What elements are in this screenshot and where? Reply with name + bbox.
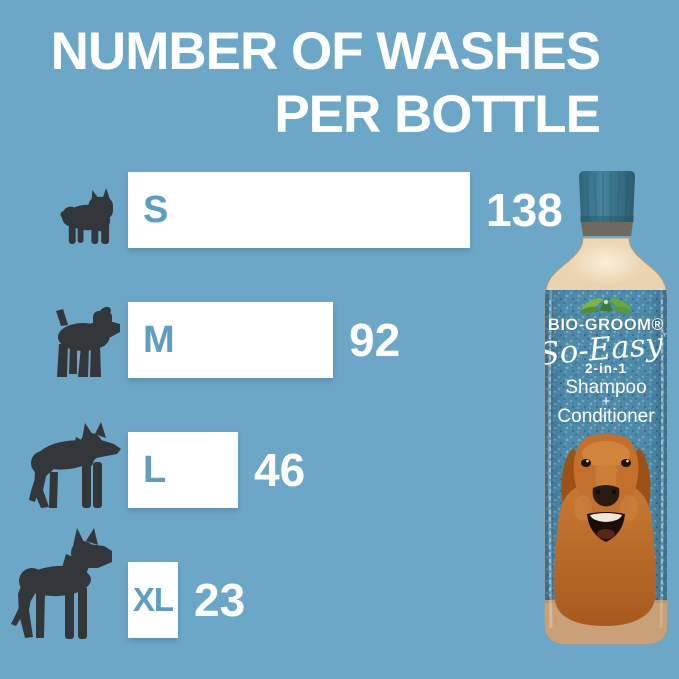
leaf-logo-icon xyxy=(581,297,631,314)
schnauzer-icon xyxy=(56,306,120,377)
trademark-symbol: ™ xyxy=(662,332,673,344)
bar-row-xl: XL 23 xyxy=(128,562,245,638)
bar-size-label-xl: XL xyxy=(132,581,174,618)
bar-row-l: L 46 xyxy=(128,432,305,508)
bar-value-xl: 23 xyxy=(194,574,246,626)
product-subtitle: 2-in-1 xyxy=(585,361,627,376)
retriever-photo xyxy=(554,434,656,626)
product-bottle-image: BIO-GROOM® So-Easy™ 2-in-1 Shampoo + Con… xyxy=(544,171,673,645)
bar-value-l: 46 xyxy=(254,444,306,496)
bar-row-s: S 138 xyxy=(128,172,563,248)
product-type-line1: Shampoo xyxy=(565,377,646,398)
bar-value-m: 92 xyxy=(349,314,401,366)
chart-title-line1: NUMBER OF WASHES xyxy=(50,22,601,81)
bar-xl: XL xyxy=(128,562,178,638)
chart-title-line2: PER BOTTLE xyxy=(274,85,601,144)
bar-value-s: 138 xyxy=(486,184,563,236)
german-shepherd-icon xyxy=(29,422,121,508)
bar-size-label-s: S xyxy=(143,188,169,231)
bar-l: L xyxy=(128,432,238,508)
bar-size-label-l: L xyxy=(143,448,167,491)
great-dane-icon xyxy=(11,528,112,639)
french-bulldog-icon xyxy=(60,188,113,244)
bottle-cap xyxy=(579,171,635,236)
chart-title: NUMBER OF WASHES PER BOTTLE xyxy=(50,20,601,146)
brand-name: BIO-GROOM® xyxy=(548,316,664,334)
bar-row-m: M 92 xyxy=(128,302,400,378)
bar-size-label-m: M xyxy=(143,318,175,361)
product-type-line2: Conditioner xyxy=(557,406,655,427)
bar-m: M xyxy=(128,302,333,378)
bar-s: S xyxy=(128,172,470,248)
product-type-plus: + xyxy=(602,393,611,410)
